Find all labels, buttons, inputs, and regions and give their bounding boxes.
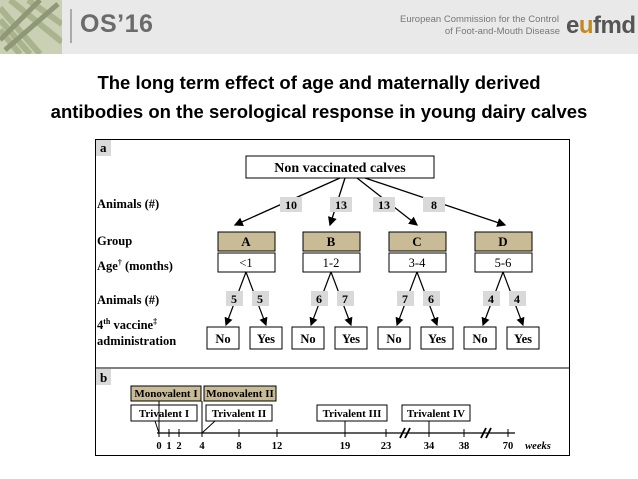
timeline-ticks: 0 1 2 4 8 12 19 23 34 38 70 <box>156 429 513 452</box>
logo-fmd: fmd <box>593 12 636 39</box>
group-c-no: No <box>386 332 401 346</box>
row-label-vaccine: 4th vaccine‡ <box>97 317 157 332</box>
count-group-c: 13 <box>378 198 390 212</box>
group-d-split-no: 4 <box>488 292 494 306</box>
group-b-yes: Yes <box>342 332 360 346</box>
vaccine-4: 4 <box>97 318 104 332</box>
org-line-1: European Commission for the Control <box>400 14 559 25</box>
row-label-group: Group <box>97 234 132 248</box>
tick-label: 34 <box>424 441 435 452</box>
group-c-name: C <box>412 234 421 249</box>
tri3-label: Trivalent III <box>323 408 382 420</box>
group-a-split-no: 5 <box>231 292 237 306</box>
tick-label: 0 <box>156 441 161 452</box>
study-design-figure: a Non vaccinated calves 10 13 13 8 Anima… <box>95 139 570 456</box>
mono1-box <box>130 385 202 402</box>
group-d-box <box>474 231 533 252</box>
tick-label: 38 <box>459 441 470 452</box>
tri3-box <box>316 404 388 422</box>
group-d-name: D <box>498 234 507 249</box>
group-b: B 1-2 6 7 No Yes <box>291 231 368 350</box>
group-a-box <box>217 231 276 252</box>
banner-graphic <box>0 0 62 54</box>
row-label-age: Age† (months) <box>97 258 173 273</box>
mono2-box <box>203 385 277 402</box>
slide-title: The long term effect of age and maternal… <box>0 68 638 126</box>
axis-breaks <box>399 427 492 439</box>
logo-o: u <box>578 12 594 39</box>
vaccine-th: th <box>103 317 111 326</box>
tri1-label: Trivalent I <box>139 408 189 420</box>
title-line-2: antibodies on the serological response i… <box>50 101 588 122</box>
tick-label: 23 <box>381 441 392 452</box>
panel-b-label: b <box>100 370 107 385</box>
header-divider <box>70 9 72 43</box>
group-d-no: No <box>472 332 487 346</box>
org-line-2: of Foot-and-Mouth Disease <box>444 26 560 37</box>
group-c-yes: Yes <box>428 332 446 346</box>
group-d-yes: Yes <box>514 332 532 346</box>
panel-a-label: a <box>100 140 107 155</box>
count-bg-d <box>423 197 445 212</box>
panel-b-label-bg <box>96 369 111 385</box>
age-label: Age <box>97 259 118 273</box>
mono2-label: Monovalent II <box>206 388 274 400</box>
vaccine-word: vaccine <box>110 318 153 332</box>
header-banner: OS’16 European Commission for the Contro… <box>0 0 638 54</box>
group-c-box <box>388 231 447 252</box>
logo-e: e <box>566 12 579 39</box>
vaccine-mark: ‡ <box>153 317 157 326</box>
row-label-administration: administration <box>97 334 176 348</box>
tick-label: 2 <box>176 441 181 452</box>
age-dagger: † <box>118 258 122 267</box>
tick-label: 1 <box>166 441 171 452</box>
group-c-split-no: 7 <box>402 292 408 306</box>
group-c-split-yes: 6 <box>428 292 434 306</box>
group-d-age: 5-6 <box>495 256 512 270</box>
root-label: Non vaccinated calves <box>274 161 406 176</box>
group-a-no: No <box>215 332 230 346</box>
conference-name: OS’16 <box>80 10 154 38</box>
timeline-unit: weeks <box>525 441 551 452</box>
row-label-animals-1: Animals (#) <box>97 197 159 211</box>
tick-label: 4 <box>199 441 205 452</box>
group-b-box <box>302 231 361 252</box>
organization-name: European Commission for the Control of F… <box>400 14 560 38</box>
group-a: A <1 5 5 No Yes <box>206 231 283 350</box>
group-b-name: B <box>327 234 336 249</box>
count-group-a: 10 <box>285 198 297 212</box>
group-a-split-yes: 5 <box>257 292 263 306</box>
tri2-box <box>205 404 273 422</box>
count-group-b: 13 <box>335 198 347 212</box>
group-a-name: A <box>241 234 251 249</box>
group-d: D 5-6 4 4 No Yes <box>463 231 540 350</box>
row-label-animals-2: Animals (#) <box>97 293 159 307</box>
group-a-age: <1 <box>239 256 252 270</box>
tri4-label: Trivalent IV <box>407 408 465 420</box>
group-d-split-yes: 4 <box>514 292 520 306</box>
group-b-split-yes: 7 <box>342 292 348 306</box>
count-group-d: 8 <box>431 198 437 212</box>
group-c: C 3-4 7 6 No Yes <box>377 231 454 350</box>
tick-label: 8 <box>236 441 241 452</box>
title-line-1: The long term effect of age and maternal… <box>97 72 541 93</box>
count-bg-a <box>280 197 302 212</box>
mono1-label: Monovalent I <box>134 388 197 400</box>
panel-a-label-bg <box>96 140 111 156</box>
tick-label: 19 <box>340 441 351 452</box>
count-bg-b <box>330 197 352 212</box>
tri4-box <box>401 404 471 422</box>
tri1-box <box>130 404 198 422</box>
group-a-yes: Yes <box>257 332 275 346</box>
tick-label: 12 <box>272 441 283 452</box>
group-b-no: No <box>300 332 315 346</box>
group-b-split-no: 6 <box>316 292 322 306</box>
group-c-age: 3-4 <box>409 256 426 270</box>
count-bg-c <box>373 197 395 212</box>
eufmd-logo: eufmd <box>566 12 636 40</box>
age-unit: (months) <box>122 259 173 273</box>
group-b-age: 1-2 <box>323 256 340 270</box>
tri2-label: Trivalent II <box>212 408 267 420</box>
tick-label: 70 <box>503 441 514 452</box>
